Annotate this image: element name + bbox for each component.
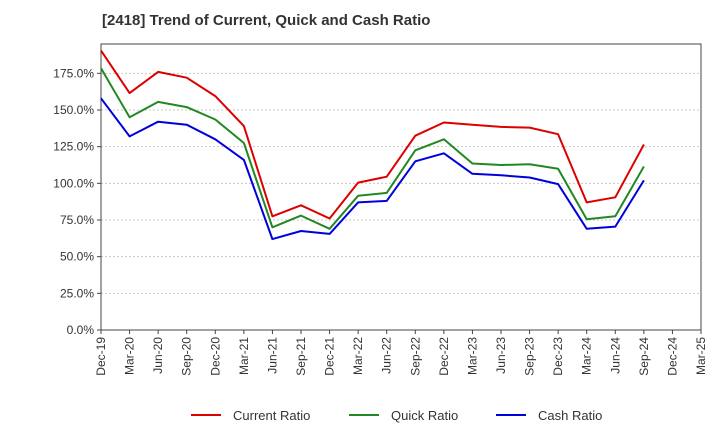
legend-label-0: Current Ratio [233,408,310,423]
x-tick-label-8: Dec-21 [323,337,337,376]
x-tick-label-16: Dec-23 [551,337,565,376]
x-tick-label-18: Jun-24 [608,337,622,374]
chart-title: [2418] Trend of Current, Quick and Cash … [102,12,431,29]
legend-label-1: Quick Ratio [391,408,458,423]
x-tick-label-4: Dec-20 [208,337,222,376]
x-tick-label-6: Jun-21 [265,337,279,374]
x-tick-label-14: Jun-23 [494,337,508,374]
y-tick-label-1: 25.0% [60,286,94,300]
x-tick-label-17: Mar-24 [580,337,594,375]
x-tick-label-12: Dec-22 [437,337,451,376]
plot-frame [100,43,702,331]
y-tick-label-7: 175.0% [53,66,94,80]
series-line-cash-ratio [100,97,645,241]
y-tick-label-4: 100.0% [53,176,94,190]
series-line-quick-ratio [100,67,645,230]
x-tick-label-19: Sep-24 [637,337,651,376]
y-tick-label-2: 50.0% [60,250,94,264]
x-tick-label-13: Mar-23 [465,337,479,375]
x-tick-label-15: Sep-23 [523,337,537,376]
x-tick-label-20: Dec-24 [665,337,679,376]
x-tick-label-5: Mar-21 [237,337,251,375]
x-tick-label-10: Jun-22 [380,337,394,374]
x-tick-label-2: Jun-20 [151,337,165,374]
y-tick-label-0: 0.0% [67,323,95,337]
series-line-current-ratio [100,50,645,220]
x-tick-label-11: Sep-22 [408,337,422,376]
legend-label-2: Cash Ratio [538,408,602,423]
x-tick-label-1: Mar-20 [123,337,137,375]
x-tick-label-9: Mar-22 [351,337,365,375]
x-tick-label-3: Sep-20 [180,337,194,376]
x-tick-label-21: Mar-25 [694,337,708,375]
y-tick-label-3: 75.0% [60,213,94,227]
x-tick-label-7: Sep-21 [294,337,308,376]
y-tick-label-6: 150.0% [53,103,94,117]
y-tick-label-5: 125.0% [53,140,94,154]
x-tick-label-0: Dec-19 [94,337,108,376]
